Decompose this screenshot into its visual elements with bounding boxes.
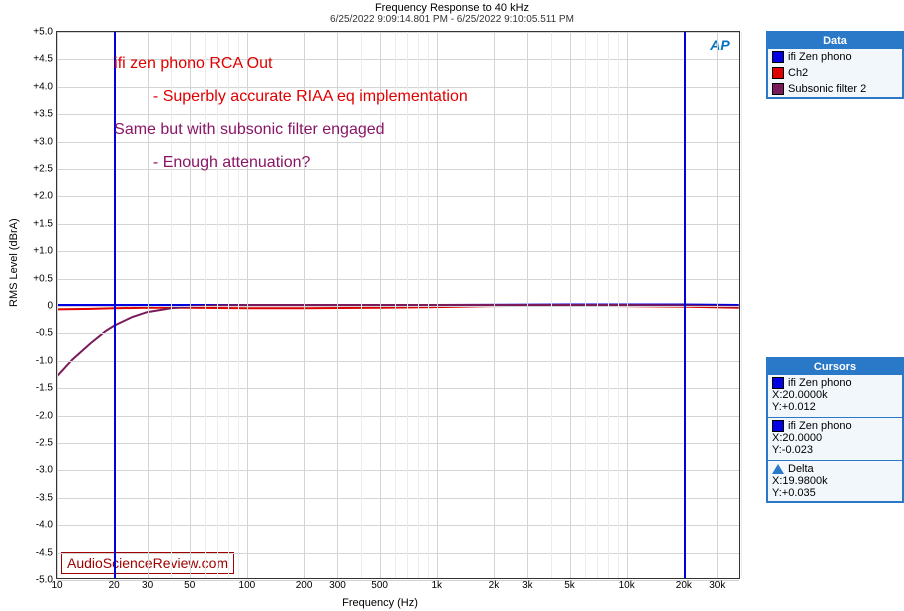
y-tick: -4.0 (36, 520, 57, 531)
cursor-2-x: X:20.0000 (772, 432, 898, 444)
x-tick: 20 (109, 578, 120, 591)
y-tick: -3.0 (36, 465, 57, 476)
legend-item: Subsonic filter 2 (768, 81, 902, 97)
x-axis-label: Frequency (Hz) (0, 597, 760, 609)
y-tick: -2.0 (36, 410, 57, 421)
chart-title: Frequency Response to 40 kHz (0, 0, 904, 14)
cursor-line (684, 32, 686, 578)
cursor-delta: Delta X:19.9800k Y:+0.035 (768, 460, 902, 501)
x-tick: 50 (184, 578, 195, 591)
cursor-1-y: Y:+0.012 (772, 401, 898, 413)
x-tick: 100 (239, 578, 256, 591)
annotation: ifi zen phono RCA Out (114, 55, 272, 73)
cursor-1-label: ifi Zen phono (788, 377, 852, 389)
cursor-delta-label: Delta (788, 463, 814, 475)
x-tick: 1k (432, 578, 443, 591)
x-tick: 3k (522, 578, 533, 591)
x-tick: 5k (564, 578, 575, 591)
y-tick: +4.0 (33, 81, 57, 92)
x-tick: 10k (619, 578, 635, 591)
y-tick: 0 (47, 301, 57, 312)
plot-area: AP AudioScienceReview.com +5.0+4.5+4.0+3… (56, 31, 740, 579)
y-tick: +5.0 (33, 27, 57, 38)
cursor-2-label: ifi Zen phono (788, 420, 852, 432)
y-tick: +1.0 (33, 246, 57, 257)
y-tick: +4.5 (33, 54, 57, 65)
y-axis-label: RMS Level (dBrA) (8, 218, 20, 307)
series-line (57, 305, 739, 376)
y-tick: -1.0 (36, 355, 57, 366)
cursor-1-x: X:20.0000k (772, 389, 898, 401)
y-tick: -2.5 (36, 438, 57, 449)
y-tick: +0.5 (33, 273, 57, 284)
legend-body: ifi Zen phono Ch2 Subsonic filter 2 (768, 49, 902, 97)
cursor-delta-x: X:19.9800k (772, 475, 898, 487)
cursor-1: ifi Zen phono X:20.0000k Y:+0.012 (768, 375, 902, 415)
main-row: RMS Level (dBrA) AP AudioScienceReview.c… (0, 27, 904, 611)
x-tick: 300 (329, 578, 346, 591)
annotation: - Superbly accurate RIAA eq implementati… (153, 88, 468, 106)
cursor-2-swatch (772, 420, 784, 432)
y-tick: -3.5 (36, 492, 57, 503)
x-tick: 2k (489, 578, 500, 591)
cursor-delta-y: Y:+0.035 (772, 487, 898, 499)
y-tick: +1.5 (33, 218, 57, 229)
annotation: Same but with subsonic filter engaged (114, 121, 384, 139)
delta-icon (772, 464, 784, 474)
annotation: - Enough attenuation? (153, 154, 310, 172)
legend-swatch (772, 83, 784, 95)
x-tick: 30 (142, 578, 153, 591)
cursor-line (114, 32, 116, 578)
y-tick: -1.5 (36, 383, 57, 394)
legend-swatch (772, 67, 784, 79)
y-tick: +2.5 (33, 164, 57, 175)
x-tick: 500 (371, 578, 388, 591)
legend-title: Data (768, 33, 902, 49)
x-tick: 200 (296, 578, 313, 591)
y-tick: +3.5 (33, 109, 57, 120)
legend-label: Ch2 (788, 67, 808, 79)
chart-container: Frequency Response to 40 kHz 6/25/2022 9… (0, 0, 904, 611)
cursor-2-y: Y:-0.023 (772, 444, 898, 456)
x-tick: 30k (709, 578, 725, 591)
cursor-2: ifi Zen phono X:20.0000 Y:-0.023 (768, 417, 902, 458)
chart-subtitle: 6/25/2022 9:09:14.801 PM - 6/25/2022 9:1… (0, 14, 904, 27)
y-tick: +2.0 (33, 191, 57, 202)
cursors-panel: Cursors ifi Zen phono X:20.0000k Y:+0.01… (766, 357, 904, 503)
legend-label: ifi Zen phono (788, 51, 852, 63)
y-tick: -0.5 (36, 328, 57, 339)
legend-item: Ch2 (768, 65, 902, 81)
cursor-1-swatch (772, 377, 784, 389)
legend-panel: Data ifi Zen phono Ch2 Subsonic filter 2 (766, 31, 904, 99)
x-tick: 20k (676, 578, 692, 591)
x-tick: 10 (51, 578, 62, 591)
y-tick: +3.0 (33, 136, 57, 147)
y-tick: -4.5 (36, 547, 57, 558)
legend-item: ifi Zen phono (768, 49, 902, 65)
side-column: Data ifi Zen phono Ch2 Subsonic filter 2 C… (760, 27, 904, 611)
legend-swatch (772, 51, 784, 63)
chart-column: RMS Level (dBrA) AP AudioScienceReview.c… (0, 27, 760, 611)
cursors-title: Cursors (768, 359, 902, 375)
legend-label: Subsonic filter 2 (788, 83, 866, 95)
